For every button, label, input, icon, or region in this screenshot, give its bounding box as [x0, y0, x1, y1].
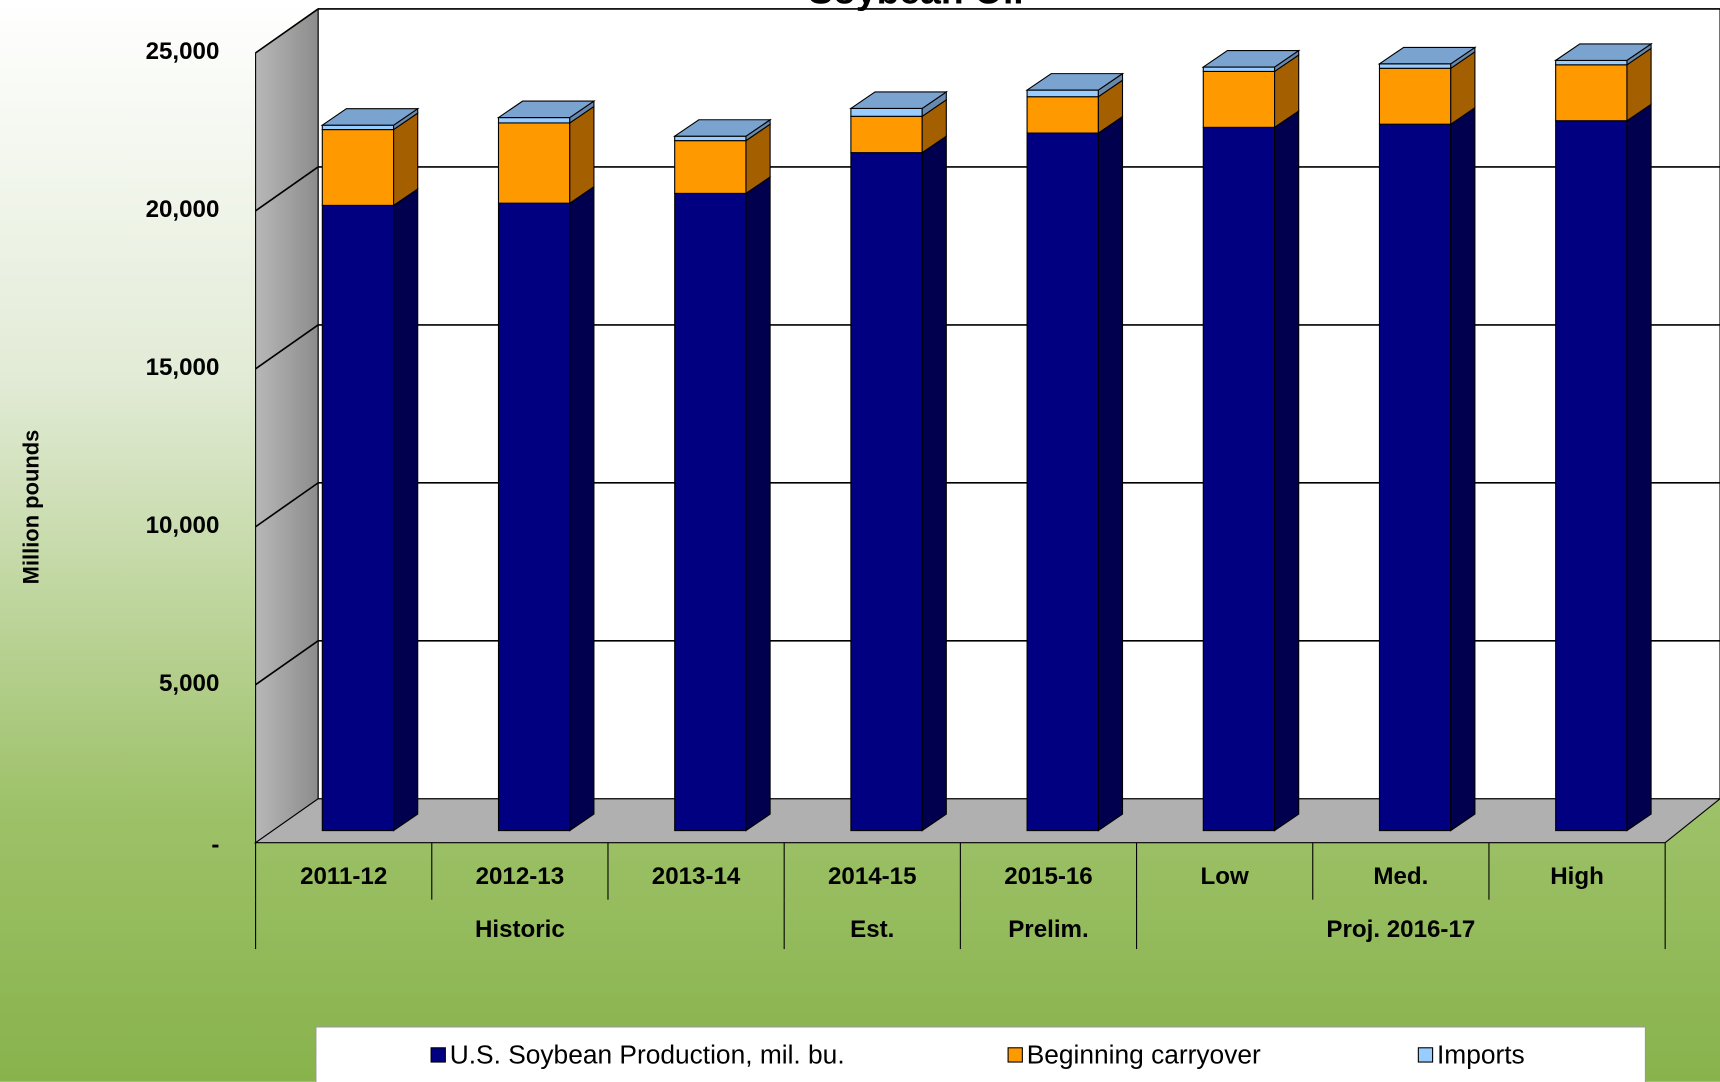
group-label: Historic [475, 916, 565, 943]
bar-segment [1378, 67, 1452, 125]
bar-segment [497, 202, 571, 832]
y-axis-label: Million pounds [19, 430, 44, 585]
bar-segment [1026, 96, 1099, 134]
grid-line [255, 8, 319, 54]
floor [253, 798, 1720, 844]
bar-side [1274, 109, 1300, 832]
bar-segment [1026, 132, 1099, 832]
bar-segment [674, 192, 747, 832]
bar-segment [497, 122, 571, 204]
bar-segment [850, 107, 923, 117]
x-tick-label: 2013-14 [652, 863, 741, 890]
bar-segment [1202, 66, 1276, 72]
legend-label: Imports [1437, 1040, 1525, 1070]
grid-line [255, 640, 319, 686]
grid-line [255, 166, 319, 212]
group-label: Proj. 2016-17 [1326, 916, 1475, 943]
bar-top [1553, 43, 1653, 61]
x-tick-label: 2014-15 [828, 863, 917, 890]
bar-top [849, 91, 949, 109]
bar-segment [850, 115, 923, 154]
bar-segment [1378, 63, 1452, 69]
x-tick-label: Low [1201, 863, 1249, 890]
bar-side [745, 175, 771, 832]
y-tick-label: 10,000 [146, 512, 220, 539]
bar-segment [1026, 89, 1099, 98]
legend-swatch [430, 1047, 446, 1063]
x-tick-label: High [1550, 863, 1604, 890]
x-tick-label: 2015-16 [1004, 863, 1093, 890]
legend-swatch [1417, 1047, 1434, 1063]
bar-segment [321, 124, 395, 131]
bar-side [921, 135, 947, 832]
bar-segment [1555, 59, 1628, 66]
y-tick-label: - [211, 831, 219, 858]
bar-segment [1202, 70, 1276, 128]
bar-top [1201, 50, 1301, 68]
bar-top [1025, 73, 1125, 91]
y-tick-label: 25,000 [146, 38, 220, 65]
y-tick-label: 5,000 [159, 670, 219, 697]
bar-side [1626, 103, 1652, 832]
bar-segment [674, 140, 747, 194]
side-wall [255, 7, 319, 844]
bar-side [1097, 115, 1124, 832]
bar-top [320, 108, 420, 126]
chart-title: Soybean Oil [808, 0, 1023, 11]
grid-line [255, 324, 319, 370]
bar-segment [321, 204, 395, 832]
grid-line [255, 482, 319, 528]
group-label: Prelim. [1008, 916, 1088, 943]
x-tick-label: Med. [1373, 863, 1428, 890]
y-tick-label: 15,000 [146, 354, 220, 381]
bar-side [393, 187, 419, 832]
bar-segment [850, 152, 923, 832]
group-label: Est. [850, 916, 894, 943]
x-tick-label: 2011-12 [300, 863, 387, 890]
bar-top [496, 100, 596, 119]
y-tick-label: 20,000 [146, 196, 220, 223]
bar-side [569, 185, 595, 832]
bar-segment [321, 129, 395, 206]
legend-label: U.S. Soybean Production, mil. bu. [450, 1040, 845, 1070]
bar-segment [1202, 126, 1276, 832]
bar-side [1450, 106, 1476, 832]
bar-top [672, 119, 772, 137]
bar-top [1377, 46, 1477, 65]
bar-segment [1555, 120, 1628, 832]
bar-segment [497, 117, 571, 124]
bar-segment [1378, 123, 1452, 832]
legend-swatch [1007, 1047, 1023, 1063]
legend-label: Beginning carryover [1027, 1040, 1261, 1070]
x-tick-label: 2012-13 [476, 863, 565, 890]
bar-segment [1555, 64, 1628, 122]
bar-segment [674, 135, 747, 142]
